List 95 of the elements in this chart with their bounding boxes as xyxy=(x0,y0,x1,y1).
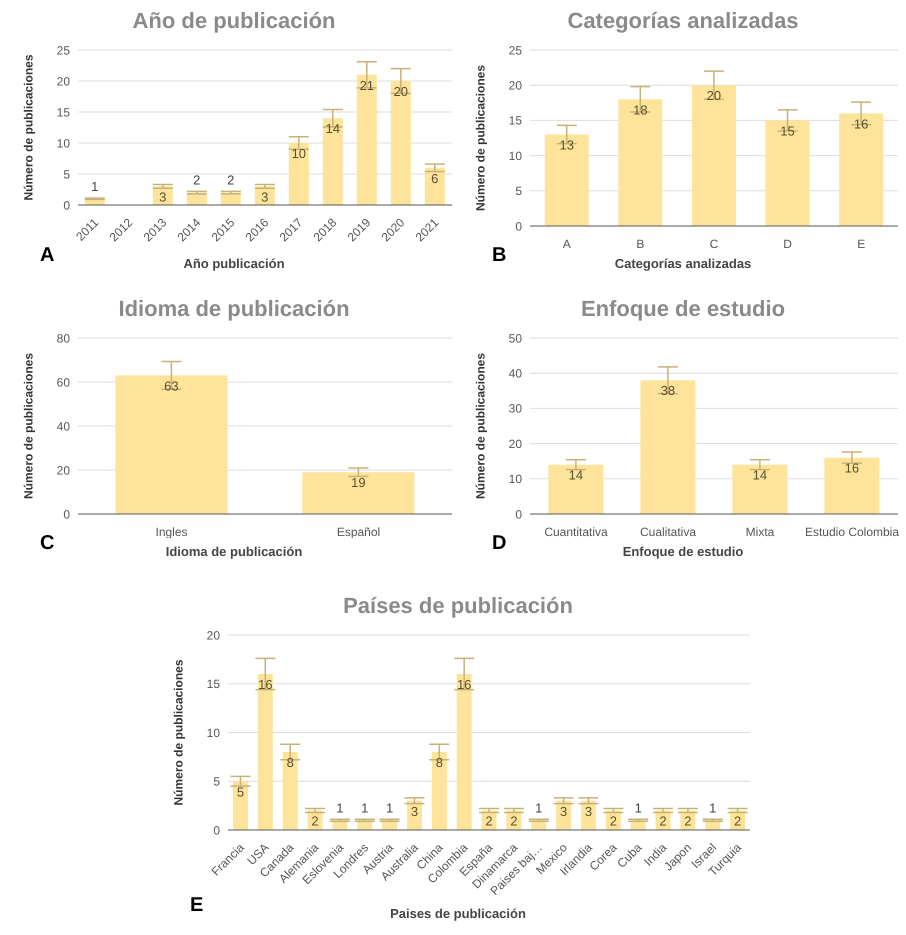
data-label: 38 xyxy=(660,383,676,398)
y-tick-label: 5 xyxy=(213,774,220,789)
y-tick-label: 10 xyxy=(56,136,70,150)
data-label: 2 xyxy=(485,814,493,828)
data-label: 3 xyxy=(584,804,592,819)
data-label: 2 xyxy=(227,172,234,188)
data-label: 16 xyxy=(456,677,472,692)
x-axis-title: Categorías analizadas xyxy=(614,256,752,271)
data-label: 13 xyxy=(559,137,574,152)
y-tick-label: 15 xyxy=(508,114,522,128)
y-tick-label: 10 xyxy=(206,726,220,740)
x-axis-title: Año publicación xyxy=(183,256,285,271)
y-tick-label: 25 xyxy=(508,43,522,58)
data-label: 63 xyxy=(164,378,179,394)
data-label: 3 xyxy=(159,189,166,204)
data-label: 2 xyxy=(510,814,518,828)
y-tick-label: 10 xyxy=(508,148,522,163)
y-axis-title: Número de publicaciones xyxy=(21,352,36,500)
data-label: 15 xyxy=(780,123,795,138)
data-label: 14 xyxy=(752,468,768,483)
x-tick-label: C xyxy=(710,237,719,251)
data-label: 14 xyxy=(326,121,340,136)
x-tick-label: E xyxy=(857,237,866,251)
data-label: 16 xyxy=(854,116,868,132)
y-tick-label: 50 xyxy=(508,331,522,346)
x-tick-label: B xyxy=(636,237,644,251)
data-label: 2 xyxy=(311,814,319,828)
x-tick-label: Mixta xyxy=(746,525,775,539)
y-tick-label: 10 xyxy=(508,472,522,486)
y-tick-label: 0 xyxy=(213,823,220,838)
y-tick-label: 20 xyxy=(56,74,70,88)
y-tick-label: 40 xyxy=(56,419,70,434)
data-label: 20 xyxy=(706,88,722,104)
y-tick-label: 5 xyxy=(515,184,522,198)
y-tick-label: 5 xyxy=(63,167,70,182)
y-axis-title: Número de publicaciones xyxy=(21,54,36,201)
chart-title: Categorías analizadas xyxy=(566,8,800,35)
x-tick-label: Cuantitativa xyxy=(544,525,608,539)
data-label: 16 xyxy=(844,460,860,476)
x-tick-label: A xyxy=(562,237,571,251)
data-label: 21 xyxy=(360,78,374,93)
chart-title: Año de publicación xyxy=(132,8,336,35)
chart-title: Enfoque de estudio xyxy=(580,296,786,323)
data-label: 1 xyxy=(709,800,716,816)
y-axis-title: Número de publicaciones xyxy=(473,352,488,500)
data-label: 5 xyxy=(236,784,244,800)
x-axis-title: Paises de publicación xyxy=(390,906,526,921)
x-axis-title: Idioma de publicación xyxy=(166,544,302,559)
data-label: 10 xyxy=(292,146,306,161)
x-tick-label: D xyxy=(783,237,792,251)
y-tick-label: 60 xyxy=(56,375,70,390)
y-tick-label: 0 xyxy=(515,507,522,522)
y-axis-title: Número de publicaciones xyxy=(473,64,488,212)
data-label: 8 xyxy=(436,755,443,770)
data-label: 1 xyxy=(535,800,542,816)
y-tick-label: 30 xyxy=(508,402,522,416)
data-label: 8 xyxy=(286,755,294,770)
data-label: 6 xyxy=(431,170,438,186)
text: E xyxy=(190,894,204,917)
chart-title: Idioma de publicación xyxy=(117,296,351,323)
x-axis-title: Enfoque de estudio xyxy=(622,544,744,559)
data-label: 19 xyxy=(351,475,366,490)
y-tick-label: 15 xyxy=(206,677,220,692)
y-tick-label: 40 xyxy=(508,366,522,380)
y-tick-label: 15 xyxy=(56,105,70,120)
y-tick-label: 25 xyxy=(56,43,70,58)
x-tick-label: Estudio Colombia xyxy=(804,525,900,539)
data-label: 16 xyxy=(258,677,273,692)
data-label: 2 xyxy=(734,814,742,828)
y-tick-label: 20 xyxy=(206,628,220,642)
data-label: 20 xyxy=(394,84,408,99)
data-label: 2 xyxy=(659,814,667,828)
data-label: 1 xyxy=(91,178,98,194)
data-label: 18 xyxy=(633,102,648,118)
data-label: 2 xyxy=(684,814,692,828)
data-label: 1 xyxy=(634,800,642,816)
chart-title: Países de publicación xyxy=(342,593,574,620)
y-tick-label: 20 xyxy=(56,463,70,478)
y-axis-title: Número de publicaciones xyxy=(171,659,186,806)
data-label: 1 xyxy=(361,800,368,816)
y-tick-label: 0 xyxy=(63,507,70,522)
y-tick-label: 20 xyxy=(508,78,522,92)
data-label: 3 xyxy=(410,804,418,819)
data-label: 3 xyxy=(261,189,268,204)
data-label: 14 xyxy=(568,468,584,483)
y-tick-label: 0 xyxy=(515,219,522,234)
data-label: 1 xyxy=(386,800,394,816)
data-label: 2 xyxy=(610,814,617,828)
data-label: 1 xyxy=(336,800,344,816)
data-label: 2 xyxy=(193,172,200,188)
y-tick-label: 20 xyxy=(508,436,522,451)
y-tick-label: 80 xyxy=(56,331,70,346)
data-label: 3 xyxy=(560,804,568,819)
y-tick-label: 0 xyxy=(63,198,70,212)
x-tick-label: Cualitativa xyxy=(640,525,696,539)
